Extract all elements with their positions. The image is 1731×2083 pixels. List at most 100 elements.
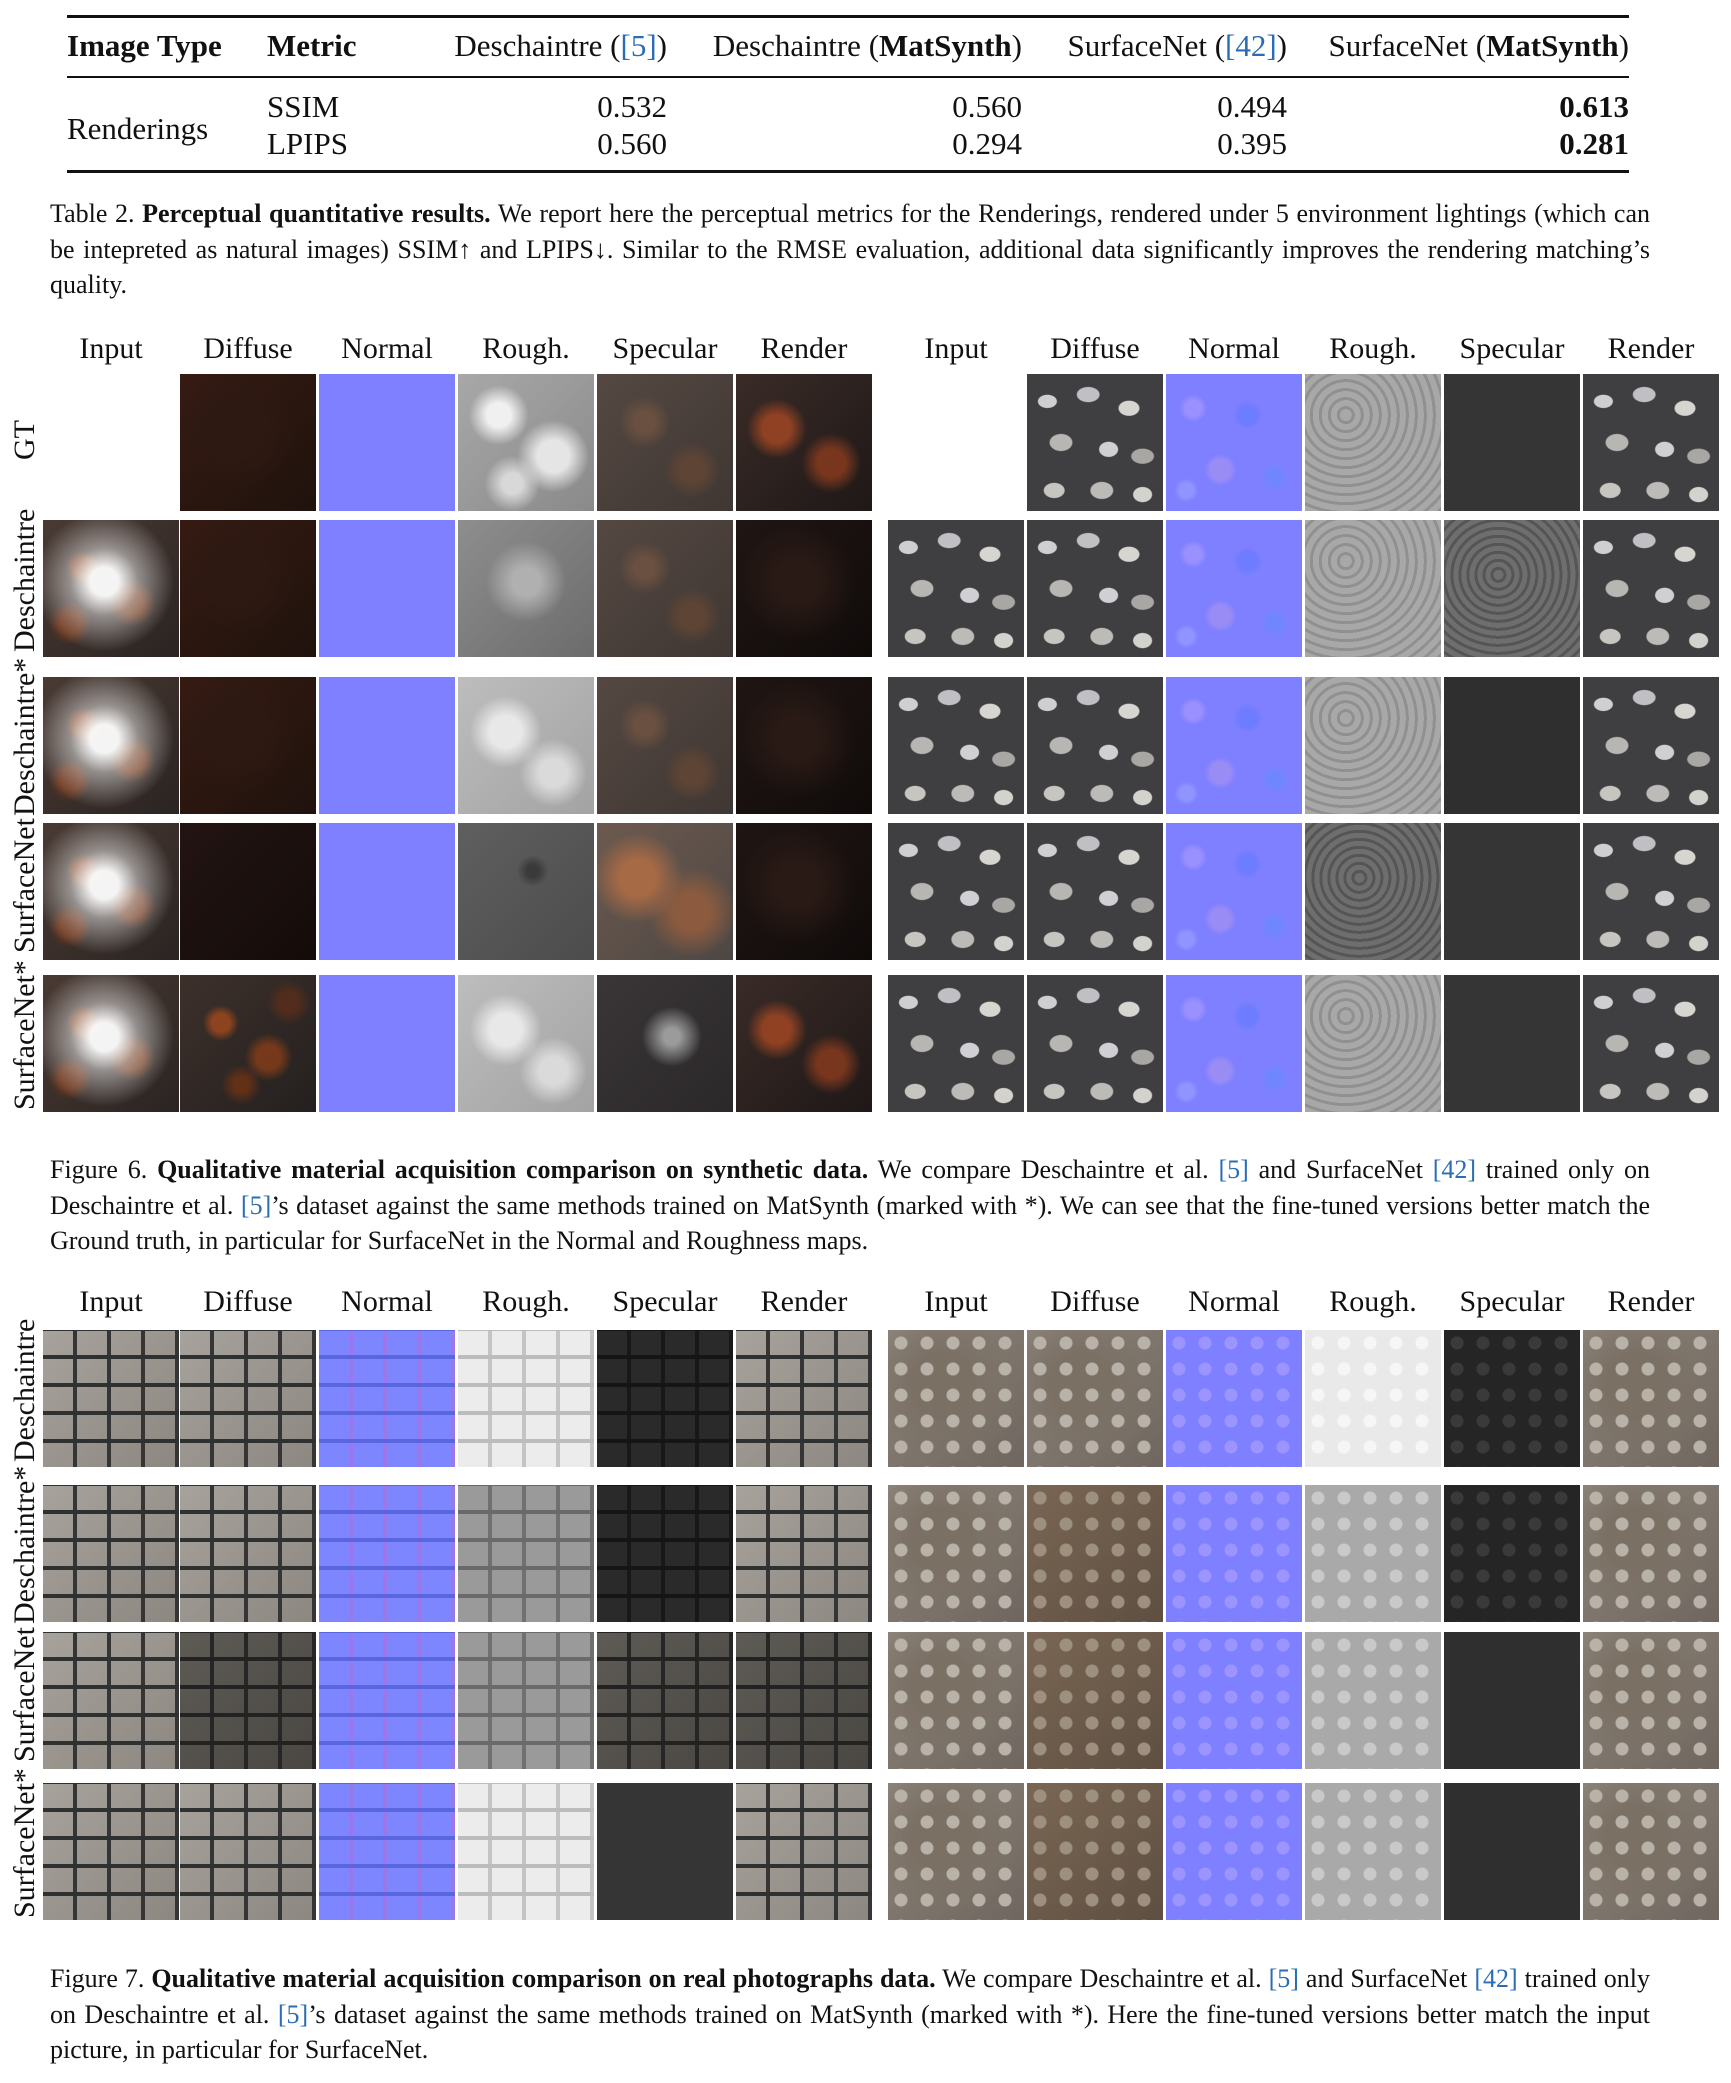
material-map-image [319, 520, 455, 657]
material-map-image [319, 1783, 455, 1920]
row-label: SurfaceNet [8, 817, 41, 953]
citation-link[interactable]: [42] [1432, 1155, 1477, 1184]
column-header: Input [79, 332, 143, 365]
material-map-image [1444, 1783, 1580, 1920]
column-header: Input [924, 332, 988, 365]
value-cell-best: 0.281 [1559, 125, 1629, 161]
material-map-image [597, 1783, 733, 1920]
table-row: Renderings SSIM 0.532 0.560 0.494 0.613 [67, 77, 1629, 147]
material-map-image [180, 823, 316, 960]
column-header: Specular [1459, 332, 1565, 365]
value-cell: 0.560 [952, 88, 1022, 124]
material-map-image [1583, 1485, 1719, 1622]
material-map-image [319, 1330, 455, 1467]
figure-6-caption: Figure 6. Qualitative material acquisiti… [50, 1155, 1651, 1255]
material-map-image [458, 520, 594, 657]
material-map-image [1583, 1632, 1719, 1769]
column-header: Normal [1188, 1285, 1280, 1318]
material-map-image [736, 1485, 872, 1622]
material-map-image [458, 975, 594, 1112]
material-map-image [319, 374, 455, 511]
header-deschaintre-orig: Deschaintre ([5]) [454, 28, 667, 63]
column-header: Normal [1188, 332, 1280, 365]
material-map-image [1166, 975, 1302, 1112]
material-map-image [1444, 1485, 1580, 1622]
material-map-image [1444, 1632, 1580, 1769]
material-map-image [1583, 374, 1719, 511]
material-map-image [1027, 677, 1163, 814]
material-map-image [1027, 1485, 1163, 1622]
material-map-image [597, 677, 733, 814]
material-map-image [1305, 374, 1441, 511]
row-label: SurfaceNet* [8, 1768, 41, 1918]
column-header: Rough. [1329, 332, 1417, 365]
material-map-image [736, 823, 872, 960]
material-map-image [180, 1632, 316, 1769]
figure-7-caption: Figure 7. Qualitative material acquisiti… [50, 1964, 1651, 2064]
value-cell: 0.494 [1217, 88, 1287, 124]
column-header: Specular [1459, 1285, 1565, 1318]
material-map-image [736, 1632, 872, 1769]
material-map-image [1027, 520, 1163, 657]
material-map-image [458, 677, 594, 814]
citation-link[interactable]: [5] [1268, 1964, 1299, 1993]
material-map-image [1444, 677, 1580, 814]
material-map-image [319, 975, 455, 1112]
row-label: Deschaintre* [8, 657, 41, 816]
material-map-image [180, 1783, 316, 1920]
material-map-image [736, 1330, 872, 1467]
material-map-image [1583, 975, 1719, 1112]
citation-link[interactable]: [42] [1474, 1964, 1518, 1993]
material-map-image [319, 1485, 455, 1622]
material-map-image [43, 1485, 179, 1622]
material-map-image [43, 677, 179, 814]
material-map-image [1444, 374, 1580, 511]
material-map-image [736, 374, 872, 511]
citation-link[interactable]: [42] [1225, 28, 1277, 63]
material-map-image [1305, 677, 1441, 814]
row-label: SurfaceNet* [8, 960, 41, 1110]
material-map-image [888, 520, 1024, 657]
material-map-image [1166, 1783, 1302, 1920]
column-header: Diffuse [1050, 332, 1140, 365]
material-map-image [888, 1632, 1024, 1769]
material-map-image [1583, 1783, 1719, 1920]
material-map-image [43, 1632, 179, 1769]
value-cell: 0.532 [597, 88, 667, 124]
material-map-image [888, 1485, 1024, 1622]
column-header: Render [1607, 1285, 1695, 1318]
material-map-image [43, 520, 179, 657]
material-map-image [1166, 374, 1302, 511]
material-map-image [888, 823, 1024, 960]
table-caption: Table 2. Perceptual quantitative results… [50, 199, 1651, 299]
column-header: Input [79, 1285, 143, 1318]
column-header: Normal [341, 332, 433, 365]
material-map-image [1166, 1632, 1302, 1769]
material-map-image [1444, 975, 1580, 1112]
material-map-image [180, 677, 316, 814]
column-header: Render [760, 1285, 848, 1318]
citation-link[interactable]: [5] [1218, 1155, 1249, 1184]
image-type-cell: Renderings [67, 111, 209, 146]
material-map-image [1583, 1330, 1719, 1467]
material-map-image [597, 975, 733, 1112]
material-map-image [1027, 975, 1163, 1112]
column-header: Specular [612, 332, 718, 365]
material-map-image [180, 1330, 316, 1467]
citation-link[interactable]: [5] [240, 1190, 272, 1220]
material-map-image [1583, 520, 1719, 657]
value-cell: 0.395 [1217, 125, 1287, 161]
material-map-image [888, 1783, 1024, 1920]
material-map-image [1027, 1632, 1163, 1769]
column-header: Rough. [1329, 1285, 1417, 1318]
material-map-image [43, 823, 179, 960]
material-map-image [43, 1330, 179, 1467]
citation-link[interactable]: [5] [620, 28, 657, 63]
column-header: Rough. [482, 332, 570, 365]
material-map-image [1166, 677, 1302, 814]
table-row: LPIPS 0.560 0.294 0.395 0.281 [67, 125, 1629, 172]
material-map-image [1166, 1330, 1302, 1467]
citation-link[interactable]: [5] [277, 1999, 309, 2029]
material-map-image [319, 823, 455, 960]
row-label: Deschaintre [8, 1318, 41, 1462]
